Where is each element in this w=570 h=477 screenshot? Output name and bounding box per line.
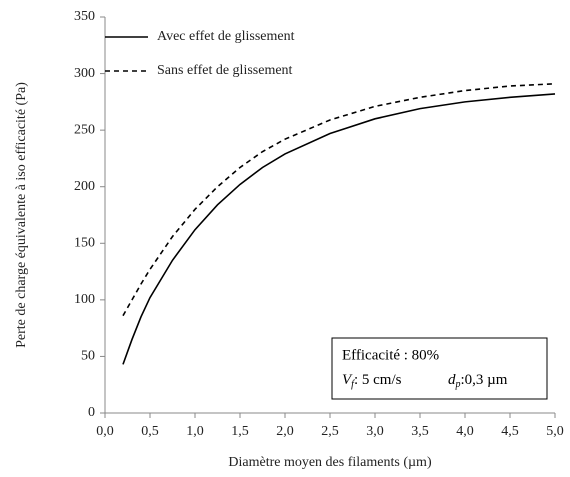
x-tick-label: 2,0 bbox=[276, 424, 294, 439]
annotation-box bbox=[331, 337, 548, 400]
annotation: Efficacité : 80% bbox=[342, 347, 439, 363]
y-axis-label: Perte de charge équivalente à iso effica… bbox=[14, 82, 29, 348]
x-tick-label: 4,5 bbox=[501, 424, 519, 439]
x-tick-label: 3,5 bbox=[411, 424, 429, 439]
annotation: :0,3 µm bbox=[461, 372, 508, 388]
y-tick-label: 300 bbox=[74, 66, 95, 81]
y-tick-label: 150 bbox=[74, 236, 95, 251]
y-tick-label: 200 bbox=[74, 179, 95, 194]
annotation: d bbox=[448, 372, 456, 388]
x-tick-label: 0,0 bbox=[96, 424, 114, 439]
annotation: dp:0,3 µm bbox=[448, 372, 508, 390]
y-tick-label: 250 bbox=[74, 122, 95, 137]
x-tick-label: 2,5 bbox=[321, 424, 339, 439]
legend-label: Avec effet de glissement bbox=[157, 29, 295, 44]
y-tick-label: 100 bbox=[74, 292, 95, 307]
annotation: V bbox=[342, 372, 353, 388]
x-tick-label: 3,0 bbox=[366, 424, 384, 439]
x-axis-label: Diamètre moyen des filaments (µm) bbox=[228, 455, 432, 470]
y-tick-label: 350 bbox=[74, 9, 95, 24]
annotation: f bbox=[351, 379, 355, 390]
x-tick-label: 5,0 bbox=[546, 424, 564, 439]
legend-label: Sans effet de glissement bbox=[157, 63, 293, 78]
x-tick-label: 1,0 bbox=[186, 424, 204, 439]
x-tick-label: 1,5 bbox=[231, 424, 249, 439]
line bbox=[122, 93, 556, 365]
x-tick-label: 0,5 bbox=[141, 424, 159, 439]
x-tick-label: 4,0 bbox=[456, 424, 474, 439]
annotation: Vf: 5 cm/s bbox=[342, 372, 402, 390]
y-tick-label: 50 bbox=[81, 349, 95, 364]
line bbox=[122, 82, 556, 317]
annotation: : 5 cm/s bbox=[354, 372, 402, 388]
annotation: p bbox=[455, 379, 461, 390]
y-tick-label: 0 bbox=[88, 405, 95, 420]
